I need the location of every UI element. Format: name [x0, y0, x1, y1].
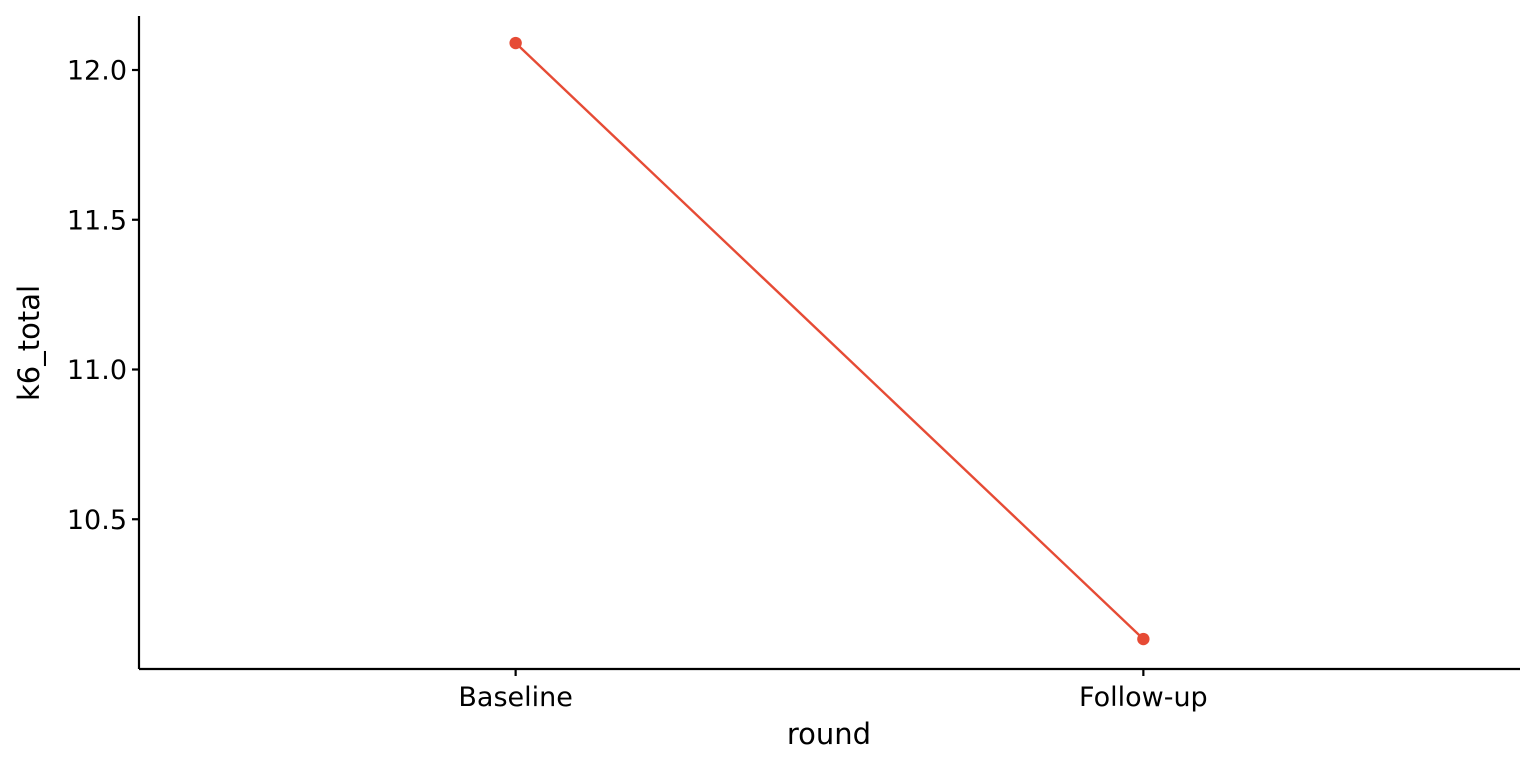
series-layer [509, 36, 1150, 646]
y-tick-label: 11.0 [67, 355, 127, 386]
x-axis-title: round [787, 717, 871, 751]
y-axis-ticks: 10.5 11.0 11.5 12.0 [67, 56, 139, 536]
y-tick-label: 11.5 [67, 205, 127, 236]
series-line [514, 42, 1145, 640]
y-tick-label: 10.5 [67, 505, 127, 536]
y-axis-title: k6_total [12, 285, 46, 401]
x-tick-label: Follow-up [1079, 682, 1208, 713]
data-point [1137, 632, 1150, 646]
data-point [509, 36, 522, 50]
x-tick-label: Baseline [458, 682, 572, 713]
x-axis-ticks: Baseline Follow-up [458, 669, 1208, 713]
y-tick-label: 12.0 [67, 56, 127, 87]
